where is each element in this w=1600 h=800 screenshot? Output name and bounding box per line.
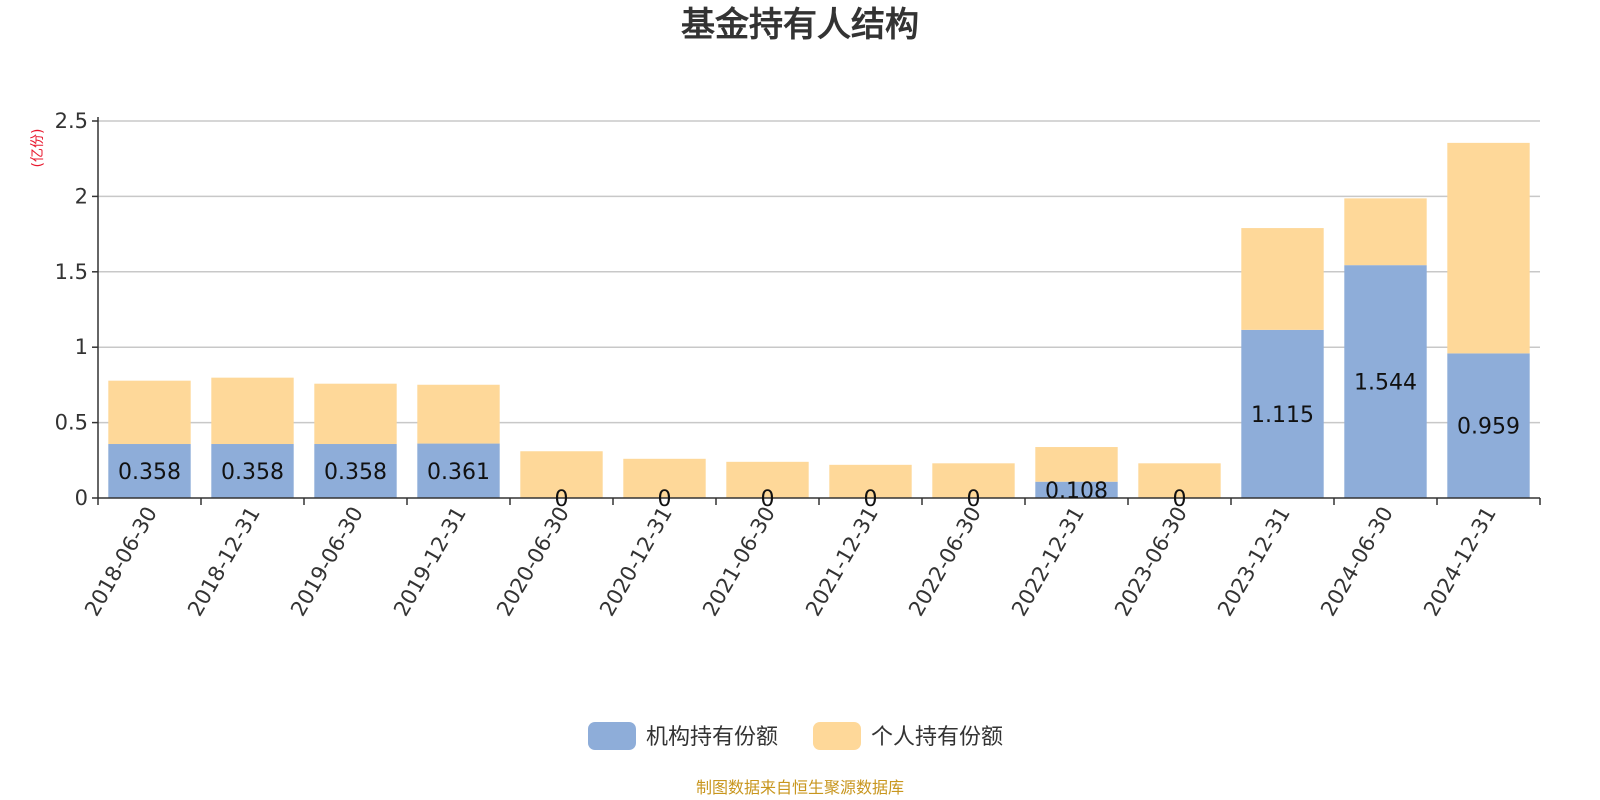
bar-individual[interactable]: [520, 451, 603, 498]
y-tick-label: 0.5: [55, 411, 88, 435]
bar-individual[interactable]: [314, 383, 397, 445]
legend-label-individual[interactable]: 个人持有份额: [871, 725, 1003, 750]
bar-individual[interactable]: [932, 463, 1015, 498]
data-label-institutional: 0.358: [221, 460, 284, 485]
x-tick-label: 2023-12-31: [1213, 503, 1295, 621]
data-label-institutional: 0: [967, 487, 981, 512]
x-tick-label: 2020-06-30: [492, 503, 574, 621]
data-label-institutional: 0: [555, 487, 569, 512]
x-tick-label: 2020-12-31: [595, 503, 677, 621]
y-tick-label: 0: [75, 486, 88, 510]
bar-individual[interactable]: [417, 384, 500, 444]
data-label-institutional: 0.108: [1045, 479, 1108, 504]
bar-group: [108, 142, 1530, 498]
x-tick-label: 2023-06-30: [1110, 503, 1192, 621]
bar-individual[interactable]: [1241, 228, 1324, 330]
bar-institutional[interactable]: [417, 443, 500, 498]
data-label-institutional: 0: [761, 487, 775, 512]
x-tick-label: 2024-12-31: [1419, 503, 1501, 621]
chart-title: 基金持有人结构: [681, 5, 919, 45]
bar-institutional[interactable]: [1035, 481, 1118, 498]
bar-institutional[interactable]: [1447, 353, 1530, 498]
legend-label-institutional[interactable]: 机构持有份额: [646, 725, 778, 750]
data-label-institutional: 0.358: [324, 460, 387, 485]
data-label-institutional: 1.115: [1251, 403, 1314, 428]
x-tick-label: 2024-06-30: [1316, 503, 1398, 621]
x-axis-ticks: 2018-06-30 2018-12-31 2019-06-30 2019-12-31…: [80, 498, 1541, 621]
bar-individual[interactable]: [829, 464, 912, 498]
bar-individual[interactable]: [623, 458, 706, 498]
source-note: 制图数据来自恒生聚源数据库: [696, 778, 904, 797]
bar-individual[interactable]: [211, 377, 294, 445]
bar-institutional[interactable]: [314, 444, 397, 498]
y-axis-unit-label: (亿份): [30, 129, 46, 168]
legend: 机构持有份额 个人持有份额: [588, 722, 1003, 750]
bar-individual[interactable]: [1138, 463, 1221, 498]
x-tick-label: 2018-12-31: [183, 503, 265, 621]
data-label-institutional: 0: [658, 487, 672, 512]
bar-institutional[interactable]: [108, 444, 191, 498]
x-tick-label: 2018-06-30: [80, 503, 162, 621]
bar-individual[interactable]: [1344, 198, 1427, 266]
y-tick-label: 2: [75, 184, 88, 208]
bar-institutional[interactable]: [1344, 265, 1427, 498]
bar-individual[interactable]: [1035, 447, 1118, 482]
y-tick-label: 1.5: [55, 260, 88, 284]
bar-institutional[interactable]: [211, 444, 294, 498]
y-tick-label: 2.5: [55, 109, 88, 133]
data-label-institutional: 0.361: [427, 460, 490, 485]
y-axis-ticks: 0 0.5 1 1.5 2 2.5: [55, 109, 98, 510]
legend-swatch-individual[interactable]: [813, 722, 861, 750]
x-tick-label: 2021-06-30: [698, 503, 780, 621]
x-tick-label: 2022-06-30: [904, 503, 986, 621]
bar-individual[interactable]: [1447, 142, 1530, 354]
x-tick-label: 2019-12-31: [389, 503, 471, 621]
y-tick-label: 1: [75, 335, 88, 359]
data-label-institutional: 0.358: [118, 460, 181, 485]
legend-swatch-institutional[interactable]: [588, 722, 636, 750]
data-label-institutional: 1.544: [1354, 371, 1417, 396]
data-labels: 0.358 0.358 0.358 0.361 0 0 0 0 0 0.108 0 1.115 1.54…: [118, 371, 1520, 512]
x-tick-label: 2019-06-30: [286, 503, 368, 621]
bar-institutional[interactable]: [1241, 329, 1324, 498]
bar-individual[interactable]: [108, 380, 191, 445]
data-label-institutional: 0: [864, 487, 878, 512]
x-tick-label: 2021-12-31: [801, 503, 883, 621]
x-tick-label: 2022-12-31: [1007, 503, 1089, 621]
bar-individual[interactable]: [726, 461, 809, 498]
data-label-institutional: 0: [1173, 487, 1187, 512]
data-label-institutional: 0.959: [1457, 415, 1520, 440]
